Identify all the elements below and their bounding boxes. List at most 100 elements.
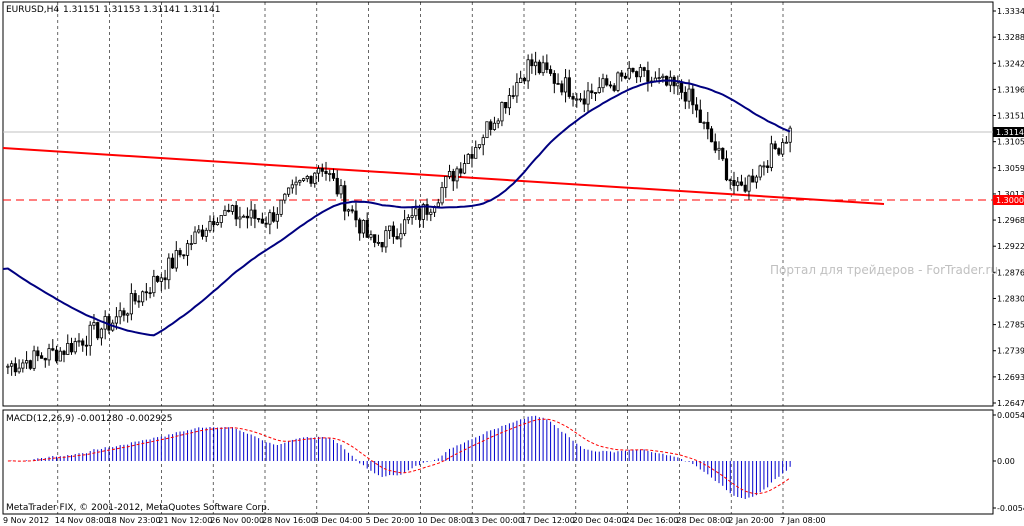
price-tick-label: 1.31050 xyxy=(997,138,1024,147)
candle-body xyxy=(702,121,706,124)
candle-body xyxy=(773,143,777,150)
candle-body xyxy=(706,121,710,130)
candle-body xyxy=(455,168,459,182)
candle-body xyxy=(36,350,40,357)
candle-body xyxy=(249,209,253,219)
candle-body xyxy=(301,178,306,181)
candle-body xyxy=(58,350,62,362)
candle-body xyxy=(152,275,156,294)
candle-body xyxy=(384,230,388,248)
main-chart-frame xyxy=(2,1,994,407)
time-tick-label: 24 Dec 16:00 xyxy=(625,516,679,525)
candle-body xyxy=(721,147,725,160)
candle-body xyxy=(62,350,66,355)
candle-body xyxy=(84,344,89,347)
price-tick-label: 1.28760 xyxy=(997,268,1024,277)
candle-body xyxy=(219,215,223,223)
candle-body xyxy=(515,82,519,97)
candle-body xyxy=(575,98,579,101)
candle-body xyxy=(178,250,182,256)
candle-body xyxy=(425,204,429,215)
candle-body xyxy=(395,236,399,240)
candle-body xyxy=(114,316,119,324)
candle-body xyxy=(331,173,336,179)
time-tick-label: 28 Nov 16:00 xyxy=(262,516,316,525)
candle-body xyxy=(784,141,788,144)
candle-body xyxy=(545,62,549,70)
candle-body xyxy=(268,212,272,225)
candle-body xyxy=(47,348,51,361)
candle-body xyxy=(294,181,298,186)
candle-body xyxy=(683,91,687,102)
price-tick-label: 1.32420 xyxy=(997,59,1024,68)
price-tick-label: 1.27390 xyxy=(997,347,1024,356)
candle-body xyxy=(429,211,433,215)
time-tick-label: 14 Nov 08:00 xyxy=(55,516,109,525)
candle-body xyxy=(661,75,665,79)
candle-body xyxy=(754,176,759,183)
candle-body xyxy=(141,291,145,303)
candle-body xyxy=(234,205,238,220)
candle-body xyxy=(534,61,538,67)
candle-body xyxy=(769,143,774,168)
candle-body xyxy=(163,277,167,281)
price-tick-label: 1.30130 xyxy=(997,190,1024,199)
candle-body xyxy=(170,257,175,269)
candle-body xyxy=(496,120,500,124)
candle-body xyxy=(73,341,77,353)
candle-body xyxy=(155,275,160,282)
candle-body xyxy=(444,176,448,188)
candle-body xyxy=(638,67,643,78)
candle-body xyxy=(758,165,762,178)
candle-body xyxy=(399,233,403,240)
candle-body xyxy=(328,173,332,175)
candle-body xyxy=(335,177,339,195)
candle-body xyxy=(657,77,661,80)
time-tick-label: 7 Jan 08:00 xyxy=(780,516,826,525)
candle-body xyxy=(373,234,377,243)
candle-body xyxy=(500,101,504,122)
candle-body xyxy=(507,95,512,109)
candle-body xyxy=(275,213,279,222)
candle-body xyxy=(17,367,21,373)
candle-body xyxy=(537,61,541,74)
candle-body xyxy=(698,109,702,123)
level-price-tag xyxy=(993,195,1024,205)
candle-body xyxy=(578,98,583,101)
candle-body xyxy=(635,71,639,78)
candle-body xyxy=(122,310,126,316)
candle-body xyxy=(305,176,309,180)
candle-body xyxy=(137,300,141,303)
candle-body xyxy=(582,98,586,105)
candle-body xyxy=(616,72,620,91)
candle-body xyxy=(474,147,478,159)
candle-body xyxy=(43,357,47,361)
candle-body xyxy=(148,292,152,295)
candle-body xyxy=(571,96,575,100)
candle-body xyxy=(530,59,534,67)
candle-body xyxy=(623,75,628,79)
candle-body xyxy=(631,67,635,72)
candle-body xyxy=(601,78,605,89)
macd-tick-label: 0.00 xyxy=(997,457,1015,466)
macd-tick-label: -0.00547 xyxy=(997,504,1024,513)
candle-body xyxy=(597,87,601,93)
candle-body xyxy=(316,168,321,174)
candle-body xyxy=(339,185,343,195)
current-price-tag xyxy=(993,127,1024,137)
candle-body xyxy=(563,77,568,93)
candle-body xyxy=(81,340,85,346)
candle-body xyxy=(212,221,216,226)
candle-body xyxy=(436,202,440,207)
candle-body xyxy=(751,175,755,183)
candle-body xyxy=(24,360,29,364)
candle-body xyxy=(687,88,691,102)
candle-body xyxy=(679,82,684,93)
candle-body xyxy=(230,205,235,212)
candle-body xyxy=(519,77,523,84)
candle-body xyxy=(21,362,25,369)
candle-body xyxy=(13,363,17,373)
candle-body xyxy=(257,218,261,220)
candle-body xyxy=(208,221,212,231)
